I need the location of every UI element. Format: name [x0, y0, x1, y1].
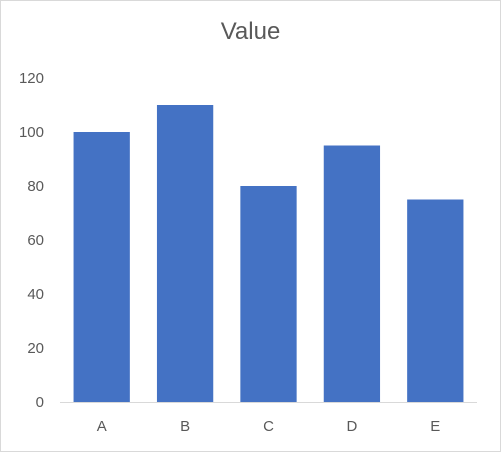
x-tick-label: E	[430, 418, 440, 435]
y-tick-label: 0	[36, 394, 44, 411]
y-tick-label: 40	[27, 286, 44, 303]
y-tick-label: 100	[19, 124, 44, 141]
chart-title: Value	[220, 18, 281, 45]
bar-e	[407, 199, 464, 402]
x-tick-label: A	[97, 418, 107, 435]
x-tick-label: C	[263, 418, 274, 435]
y-tick-label: 20	[27, 340, 44, 357]
y-axis-ticks: 0 20 40 60 80 100 120	[19, 70, 44, 411]
bar-d	[323, 145, 381, 402]
x-tick-label: B	[180, 418, 190, 435]
y-tick-label: 120	[19, 70, 44, 87]
y-tick-label: 80	[27, 178, 44, 195]
bar-c	[240, 186, 297, 402]
bar-b	[156, 105, 214, 402]
y-tick-label: 60	[27, 232, 44, 249]
bars	[73, 105, 464, 402]
x-axis-ticks: A B C D E	[97, 418, 441, 435]
bar-a	[73, 132, 130, 402]
x-tick-label: D	[346, 418, 357, 435]
